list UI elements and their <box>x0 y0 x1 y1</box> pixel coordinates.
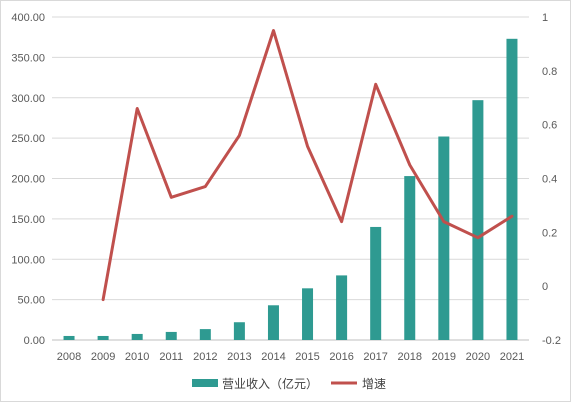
y-left-tick-label: 300.00 <box>11 93 45 105</box>
y-left-tick-label: 400.00 <box>11 12 45 24</box>
revenue-bar <box>165 331 177 340</box>
x-tick-label: 2019 <box>432 351 456 363</box>
y-right-tick-label: 1 <box>542 12 548 24</box>
y-left-tick-label: 200.00 <box>11 174 45 186</box>
y-right-tick-label: 0.6 <box>542 120 557 132</box>
revenue-bar <box>506 38 518 341</box>
y-right-tick-label: 0.4 <box>542 174 557 186</box>
y-right-tick-label: 0.8 <box>542 66 557 78</box>
growth-line <box>101 29 514 302</box>
y-right-tick-label: 0.2 <box>542 227 557 239</box>
revenue-bar <box>233 322 245 340</box>
legend: 营业收入（亿元） 增速 <box>192 376 386 391</box>
revenue-bar <box>370 226 382 340</box>
x-tick-label: 2018 <box>398 351 422 363</box>
growth-line-layer <box>101 29 514 302</box>
legend-label-revenue: 营业收入（亿元） <box>222 376 318 391</box>
x-tick-label: 2013 <box>227 351 251 363</box>
x-tick-label: 2014 <box>261 351 285 363</box>
x-tick-label: 2010 <box>125 351 149 363</box>
y-left-tick-label: 350.00 <box>11 52 45 64</box>
y-left-tick-label: 0.00 <box>24 335 45 347</box>
revenue-bar <box>97 335 109 340</box>
x-tick-label: 2015 <box>295 351 319 363</box>
x-axis: 2008 2009 2010 2011 2012 2013 2014 2015 2016 2017… <box>57 351 524 363</box>
x-tick-label: 2011 <box>159 351 183 363</box>
x-tick-label: 2016 <box>329 351 353 363</box>
y-right-tick-label: 0 <box>542 281 548 293</box>
right-axis: -0.2 0 0.2 0.4 0.6 0.8 1 <box>542 12 561 347</box>
left-axis: 0.00 50.00 100.00 150.00 200.00 250.00 300.00 3… <box>11 12 45 347</box>
revenue-bar <box>267 305 279 340</box>
x-tick-label: 2012 <box>193 351 217 363</box>
x-tick-label: 2009 <box>91 351 115 363</box>
revenue-bar <box>63 335 75 340</box>
revenue-bar <box>336 275 348 340</box>
revenue-bar <box>302 288 314 340</box>
y-left-tick-label: 50.00 <box>17 295 45 307</box>
revenue-bar <box>131 333 143 340</box>
legend-label-growth: 增速 <box>362 377 386 391</box>
y-left-tick-label: 250.00 <box>11 133 45 145</box>
x-tick-label: 2021 <box>500 351 524 363</box>
revenue-bar <box>404 176 416 340</box>
x-tick-label: 2020 <box>466 351 490 363</box>
y-left-tick-label: 150.00 <box>11 214 45 226</box>
revenue-bar <box>199 329 211 340</box>
revenue-bar <box>438 136 450 340</box>
legend-swatch-revenue <box>192 379 218 387</box>
revenue-bars <box>63 38 518 341</box>
revenue-bar <box>472 100 484 340</box>
x-tick-label: 2017 <box>363 351 387 363</box>
y-left-tick-label: 100.00 <box>11 254 45 266</box>
y-right-tick-label: -0.2 <box>542 335 561 347</box>
x-tick-label: 2008 <box>57 351 81 363</box>
